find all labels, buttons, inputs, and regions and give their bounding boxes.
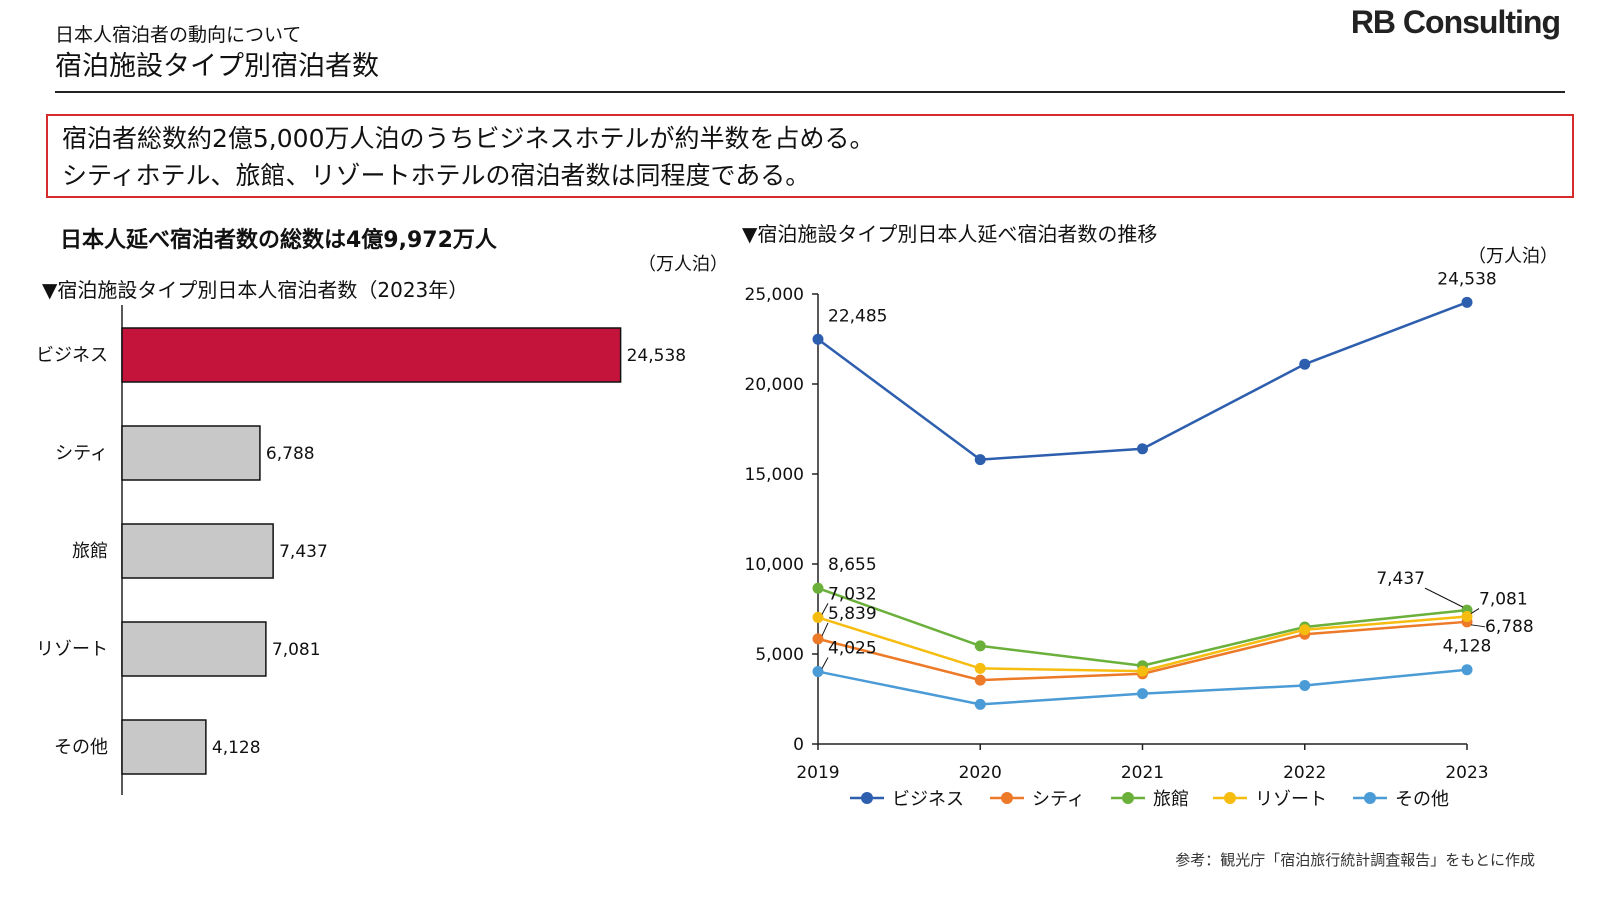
- bar-value-label: 4,128: [212, 738, 261, 758]
- data-label-leader: [1470, 608, 1480, 614]
- x-tick-label: 2019: [796, 763, 839, 783]
- series-point: [1461, 611, 1473, 623]
- series-point: [812, 582, 824, 594]
- bar-category-label: リゾート: [36, 639, 108, 660]
- series-point: [812, 633, 824, 645]
- page-kicker: 日本人宿泊者の動向について: [55, 24, 302, 46]
- series-point: [1299, 680, 1311, 691]
- series-point: [1461, 296, 1473, 308]
- data-label: 24,538: [1437, 269, 1496, 289]
- source-note: 参考：観光庁「宿泊旅行統計調査報告」をもとに作成: [1175, 851, 1535, 869]
- legend-marker: [1364, 792, 1376, 804]
- series-point: [1137, 443, 1148, 455]
- series-point: [974, 698, 986, 710]
- series-point: [1137, 688, 1148, 700]
- bar-1: [121, 425, 261, 481]
- series-point: [1299, 358, 1311, 370]
- x-tick-label: 2021: [1121, 763, 1164, 783]
- bar-category-label: 旅館: [72, 541, 108, 562]
- bar-category-label: シティ: [55, 443, 108, 464]
- y-tick-label: 25,000: [745, 285, 804, 305]
- series-point: [974, 454, 986, 466]
- summary-line-2: シティホテル、旅館、リゾートホテルの宿泊者数は同程度である。: [62, 161, 811, 190]
- page-title: 宿泊施設タイプ別宿泊者数: [55, 51, 379, 82]
- data-label-leader: [1424, 587, 1464, 608]
- data-label-leader: [821, 622, 829, 637]
- data-label-leader: [821, 657, 829, 669]
- data-label: 7,032: [828, 584, 877, 604]
- legend-label: リゾート: [1255, 789, 1327, 810]
- summary-box: 宿泊者総数約2億5,000万人泊のうちビジネスホテルが約半数を占める。 シティホ…: [46, 114, 1574, 198]
- data-label: 7,437: [1376, 569, 1425, 589]
- data-label: 7,081: [1479, 590, 1528, 610]
- data-label: 5,839: [828, 604, 877, 624]
- y-tick-label: 10,000: [745, 555, 804, 575]
- line-chart-title: ▼宿泊施設タイプ別日本人延べ宿泊者数の推移: [742, 222, 1158, 246]
- bar-category-label: ビジネス: [36, 345, 108, 366]
- y-tick-label: 0: [793, 735, 804, 755]
- bar-value-label: 24,538: [627, 346, 686, 366]
- data-label-leader: [821, 603, 829, 615]
- data-label: 6,788: [1485, 617, 1534, 637]
- series-line-0: [817, 301, 1468, 461]
- y-tick-label: 20,000: [745, 375, 804, 395]
- legend-marker: [1001, 792, 1013, 804]
- series-point: [812, 666, 824, 678]
- series-point: [812, 333, 824, 345]
- x-tick-label: 2020: [959, 763, 1002, 783]
- bar-4: [121, 719, 207, 775]
- data-label: 4,128: [1443, 637, 1492, 657]
- line-chart-unit: （万人泊）: [1468, 246, 1558, 267]
- legend-marker: [1224, 792, 1236, 804]
- series-point: [1461, 664, 1473, 676]
- series-point: [1299, 624, 1311, 636]
- series-point: [974, 640, 986, 652]
- header-divider: [55, 91, 1565, 93]
- x-tick-label: 2023: [1445, 763, 1488, 783]
- series-point: [1137, 665, 1148, 677]
- summary-line-1: 宿泊者総数約2億5,000万人泊のうちビジネスホテルが約半数を占める。: [62, 124, 875, 153]
- data-label: 22,485: [828, 306, 887, 326]
- bar-3: [121, 621, 267, 677]
- series-point: [812, 611, 824, 623]
- legend-label: ビジネス: [892, 789, 964, 810]
- legend-marker: [861, 792, 873, 804]
- bar-2: [121, 523, 274, 579]
- bar-category-label: その他: [54, 737, 108, 758]
- series-point: [974, 674, 986, 686]
- legend-label: シティ: [1032, 789, 1085, 810]
- series-point: [974, 662, 986, 674]
- bar-chart-unit: （万人泊）: [638, 254, 728, 275]
- brand-logo: RB Consulting: [1350, 4, 1561, 40]
- legend-label: その他: [1395, 789, 1449, 810]
- y-tick-label: 5,000: [755, 645, 804, 665]
- bar-0: [121, 327, 622, 383]
- y-tick-label: 15,000: [745, 465, 804, 485]
- legend-marker: [1122, 792, 1134, 804]
- x-tick-label: 2022: [1283, 763, 1326, 783]
- series-line-2: [817, 587, 1468, 667]
- bar-value-label: 7,081: [272, 640, 321, 660]
- legend-label: 旅館: [1153, 789, 1189, 810]
- bar-value-label: 6,788: [266, 444, 315, 464]
- total-heading: 日本人延べ宿泊者数の総数は4億9,972万人: [60, 228, 497, 253]
- bar-value-label: 7,437: [279, 542, 328, 562]
- bar-chart-title: ▼宿泊施設タイプ別日本人宿泊者数（2023年）: [42, 278, 469, 302]
- data-label-leader: [1470, 624, 1486, 628]
- data-label: 8,655: [828, 555, 877, 575]
- data-label: 4,025: [828, 639, 877, 659]
